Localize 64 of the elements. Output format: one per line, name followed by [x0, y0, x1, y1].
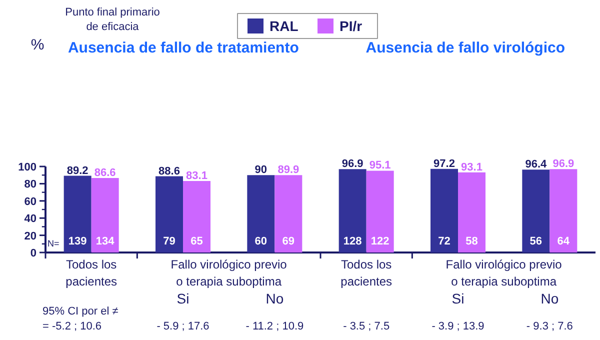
text: Ausencia de fallo de tratamiento	[68, 40, 299, 56]
bar	[247, 175, 275, 252]
y-tick-label: 100	[18, 162, 37, 174]
x-tick-label: No	[540, 290, 559, 306]
annotation: 79	[163, 236, 176, 248]
data-label: 89.9	[278, 164, 300, 176]
annotation: 64	[557, 236, 570, 248]
data-label: 90	[254, 164, 268, 176]
data-label: 83.1	[186, 170, 208, 182]
data-label: 96.9	[342, 158, 364, 170]
annotation: 139	[68, 236, 87, 248]
text: - 9.3 ; 7.6	[526, 320, 573, 332]
annotation: 60	[254, 236, 268, 248]
text: - 11.2 ; 10.9	[246, 320, 304, 332]
bar	[430, 168, 458, 252]
annotation: 69	[282, 236, 295, 248]
text: Fallo virológico previo o terapia suboptima	[170, 258, 288, 288]
x-tick-label: Si	[452, 290, 464, 306]
data-label: 95.1	[369, 160, 391, 172]
annotation: N=	[48, 238, 60, 248]
y-tick-label: 0	[30, 248, 37, 260]
y-tick-label: 20	[24, 230, 37, 242]
text: - 5.9 ; 17.6	[156, 320, 210, 332]
annotation: 72	[438, 236, 450, 248]
data-label: 96.9	[552, 158, 574, 170]
x-tick-label: Todos los pacientes	[340, 258, 392, 288]
data-label: 96.4	[525, 158, 548, 171]
text: - 3.9 ; 13.9	[432, 320, 484, 332]
y-tick-label: 60	[24, 196, 37, 208]
bar	[458, 172, 486, 252]
data-label: 93.1	[461, 161, 482, 174]
text: - 3.5 ; 7.5	[343, 320, 390, 332]
annotation: 56	[530, 236, 542, 248]
data-label: 97.2	[434, 158, 455, 170]
text: Punto final primario de eficacia	[65, 6, 160, 33]
data-label: 86.6	[94, 167, 116, 180]
text: Fallo virológico previo o terapia suboptima	[446, 258, 562, 288]
text: Ausencia de fallo virológico	[366, 40, 566, 56]
data-label: 89.2	[66, 164, 88, 177]
bar	[366, 170, 394, 252]
bar	[64, 176, 92, 252]
legend-label: PI/r	[340, 18, 363, 34]
bar	[338, 169, 366, 252]
bar	[156, 176, 183, 252]
x-tick-label: Si	[176, 290, 190, 306]
annotation: 58	[466, 236, 478, 248]
bar	[91, 178, 119, 252]
data-label: 88.6	[158, 165, 180, 178]
bar	[274, 175, 302, 252]
annotation: 65	[190, 236, 203, 248]
text: 95% CI por el ≠	[42, 306, 118, 318]
y-tick-label: 40	[24, 213, 37, 226]
bar	[183, 181, 210, 252]
annotation: 128	[343, 236, 362, 248]
text: %	[30, 36, 44, 54]
x-tick-label: No	[266, 290, 284, 306]
bar	[522, 170, 550, 252]
bar	[550, 169, 578, 252]
text: = -5.2 ; 10.6	[42, 320, 102, 332]
annotation: 134	[96, 236, 116, 248]
y-tick-label: 80	[24, 178, 37, 191]
annotation: 122	[370, 236, 390, 248]
x-tick-label: Todos los pacientes	[66, 258, 118, 288]
legend-label: RAL	[270, 18, 299, 34]
